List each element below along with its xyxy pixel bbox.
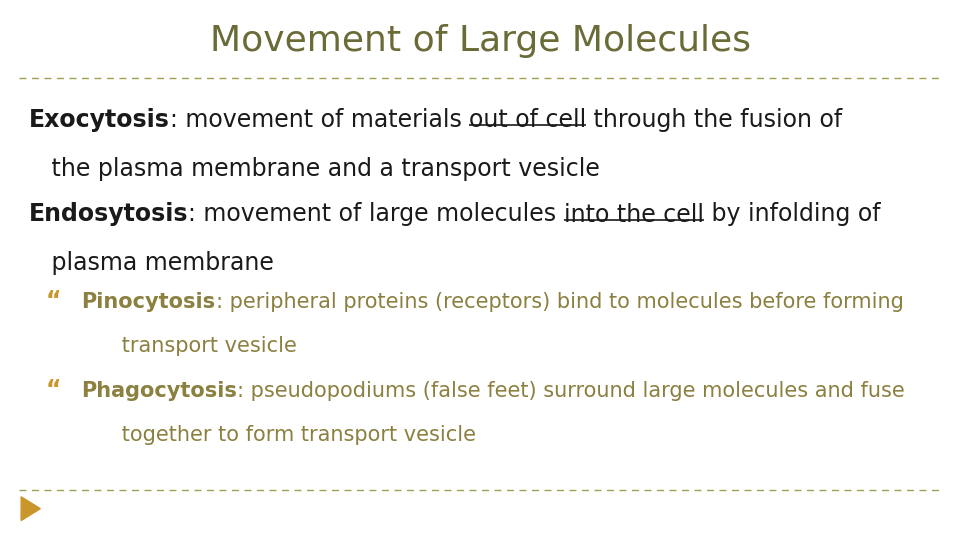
Text: into the cell: into the cell — [564, 202, 704, 226]
Text: together to form transport vesicle: together to form transport vesicle — [82, 425, 475, 445]
Text: by infolding of: by infolding of — [704, 202, 880, 226]
Text: “: “ — [46, 378, 61, 402]
Text: out of cell: out of cell — [469, 108, 587, 132]
Text: : movement of large molecules: : movement of large molecules — [188, 202, 564, 226]
Text: : pseudopodiums (false feet) surround large molecules and fuse: : pseudopodiums (false feet) surround la… — [237, 381, 905, 401]
Text: : movement of materials: : movement of materials — [170, 108, 469, 132]
Text: “: “ — [46, 289, 61, 313]
Text: Phagocytosis: Phagocytosis — [82, 381, 237, 401]
Text: transport vesicle: transport vesicle — [82, 336, 297, 356]
Text: the plasma membrane and a transport vesicle: the plasma membrane and a transport vesi… — [29, 157, 600, 180]
Text: plasma membrane: plasma membrane — [29, 251, 274, 275]
Polygon shape — [21, 497, 40, 521]
Text: : peripheral proteins (receptors) bind to molecules before forming: : peripheral proteins (receptors) bind t… — [216, 292, 903, 312]
Text: Exocytosis: Exocytosis — [29, 108, 170, 132]
Text: Endosytosis: Endosytosis — [29, 202, 188, 226]
Text: through the fusion of: through the fusion of — [587, 108, 843, 132]
Text: Movement of Large Molecules: Movement of Large Molecules — [209, 24, 751, 58]
Text: Pinocytosis: Pinocytosis — [82, 292, 216, 312]
